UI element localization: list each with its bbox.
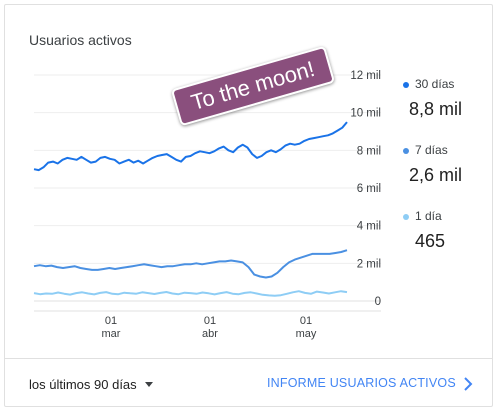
x-tick-month: abr [202,328,218,340]
x-tick-day: 01 [300,315,312,327]
x-tick-month: mar [102,328,121,340]
series-line-1-day [33,290,348,297]
legend-value-30-days: 8,8 mil [409,99,463,119]
active-users-card: Usuarios activos 12 mil 10 mil 8 mil 6 mil 4… [4,4,493,407]
date-range-label: los últimos 90 días [29,377,137,392]
y-tick-label: 4 mil [357,221,381,233]
legend-label-30-days: 30 días [415,77,455,91]
legend-value-1-day: 465 [415,231,446,251]
x-tick-day: 01 [105,315,117,327]
legend-dot-1-day [403,214,409,220]
y-tick-label: 0 [375,296,381,308]
y-tick-label: 2 mil [357,258,381,270]
y-tick-label: 12 mil [350,70,381,82]
x-tick-month: may [296,328,317,340]
active-users-report-link[interactable]: INFORME USUARIOS ACTIVOS [267,376,456,390]
y-tick-label: 6 mil [357,183,381,195]
x-tick-day: 01 [204,315,216,327]
date-range-dropdown[interactable]: los últimos 90 días [29,377,153,392]
series-line-7-days [33,249,348,279]
legend-value-7-days: 2,6 mil [409,165,463,185]
y-tick-label: 10 mil [350,108,381,120]
legend-dot-30-days [403,82,409,88]
legend-dot-7-days [403,148,409,154]
card-title: Usuarios activos [29,32,132,48]
caret-down-icon [144,382,153,387]
series-line-30-days [33,121,348,172]
chevron-right-icon[interactable] [461,377,475,391]
footer-divider [5,358,492,359]
y-tick-label: 8 mil [357,145,381,157]
legend-label-1-day: 1 día [415,209,442,223]
legend-label-7-days: 7 días [415,143,448,157]
